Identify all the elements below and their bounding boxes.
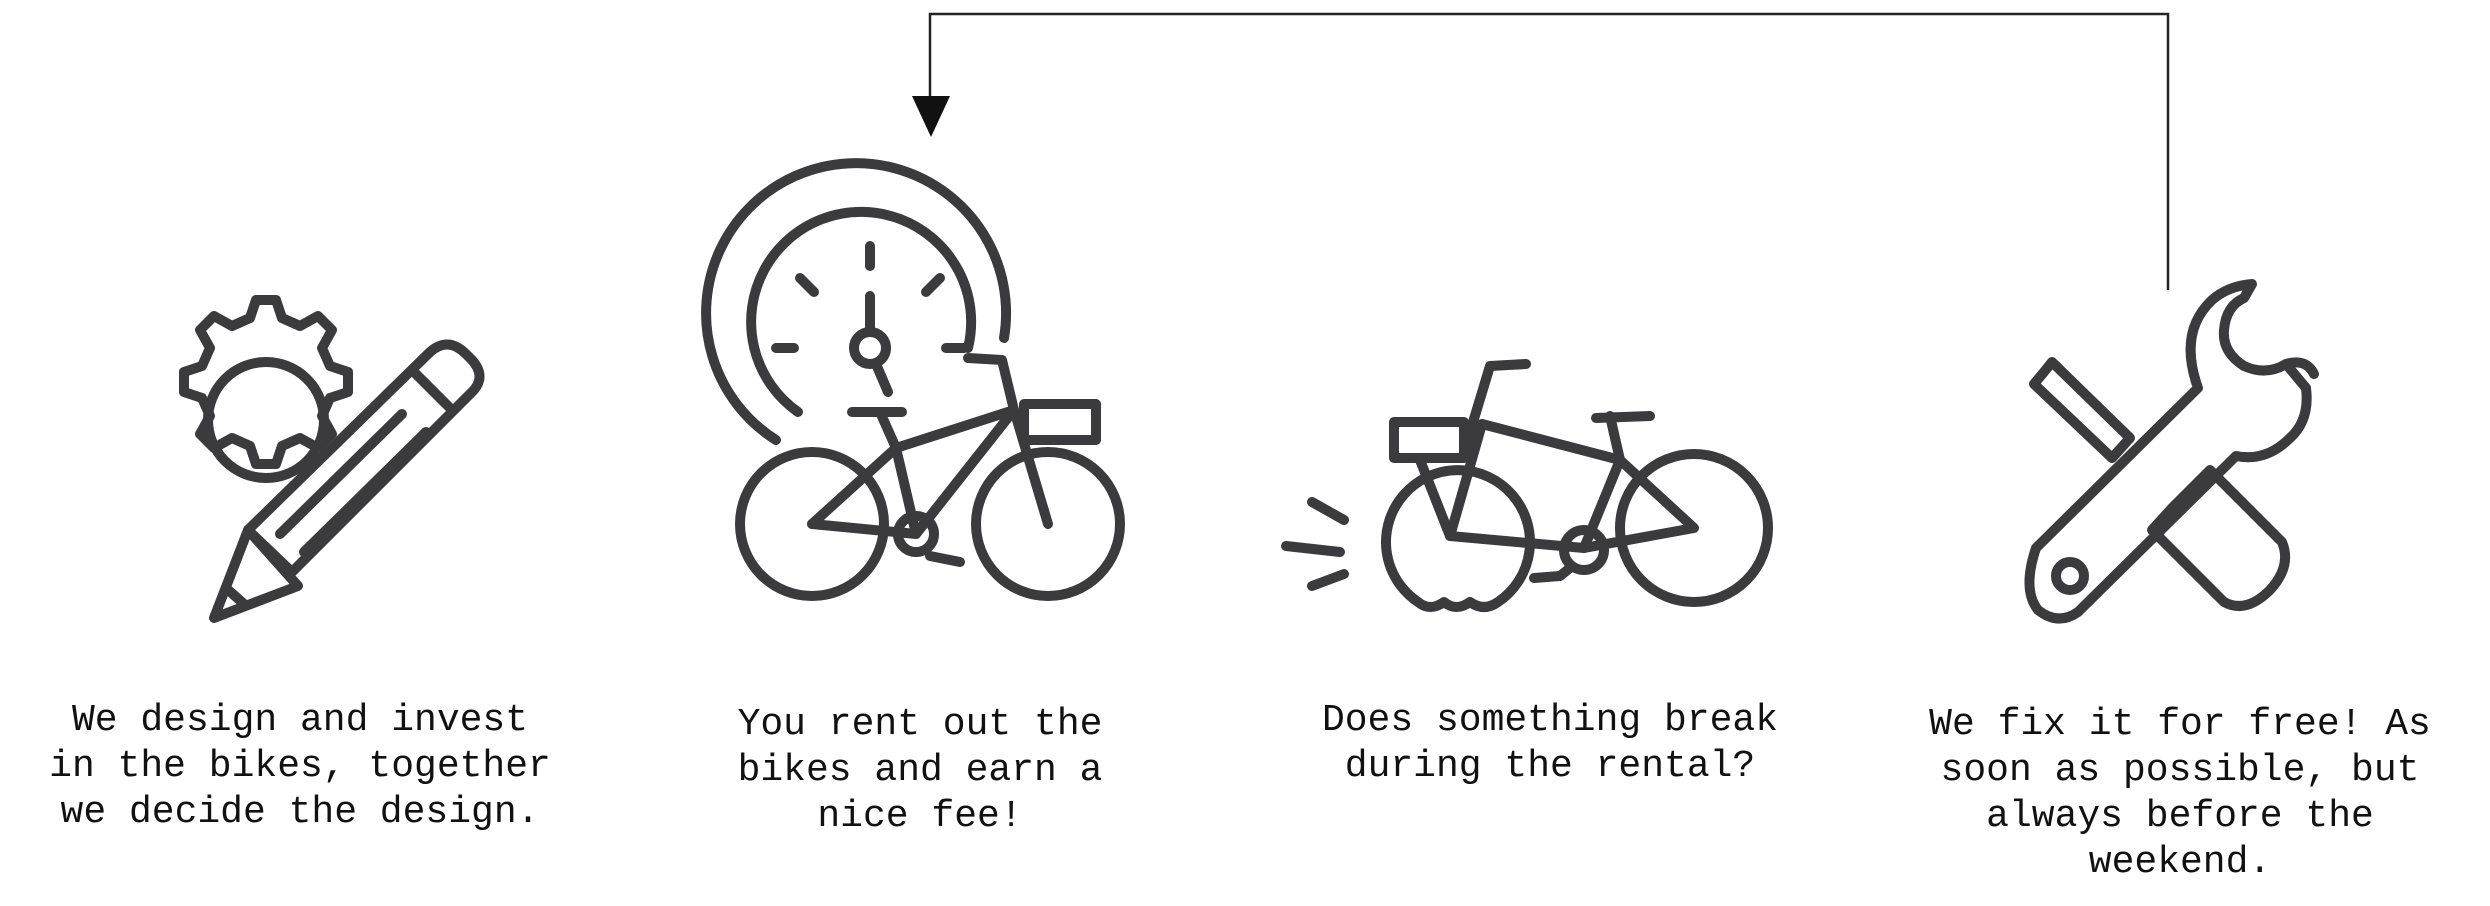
- arrow-head-icon: [912, 96, 950, 137]
- step-caption-fix: We fix it for free! As soon as possible,…: [1929, 703, 2431, 884]
- gear-pencil-icon: [179, 295, 485, 623]
- broken-bike-icon: [1281, 359, 1773, 612]
- loop-back-connector: [912, 12, 2170, 290]
- step-caption-rent: You rent out the bikes and earn a nice f…: [737, 703, 1103, 838]
- wrench-screwdriver-icon: [2024, 279, 2319, 624]
- step-caption-design: We design and invest in the bikes, toget…: [49, 699, 551, 834]
- step-caption-break: Does something break during the rental?: [1321, 699, 1779, 788]
- bike-timer-icon: [701, 158, 1125, 601]
